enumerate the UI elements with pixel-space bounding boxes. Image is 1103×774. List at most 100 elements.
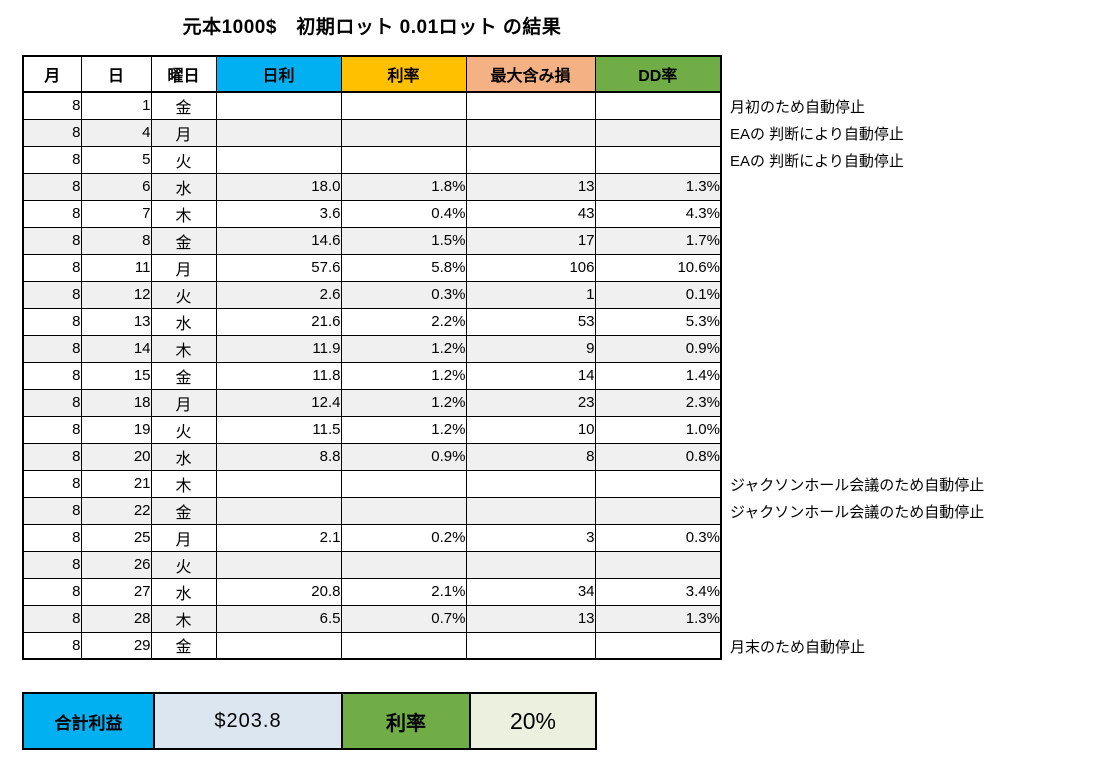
cell-daily-profit[interactable]: 11.9 [215, 334, 342, 363]
cell-day[interactable]: 7 [80, 199, 152, 228]
cell-max-drawdown[interactable]: 3 [465, 523, 596, 552]
cell-daily-profit[interactable] [215, 469, 342, 498]
cell-weekday[interactable]: 木 [150, 334, 217, 363]
cell-max-drawdown[interactable]: 14 [465, 361, 596, 390]
cell-day[interactable]: 15 [80, 361, 152, 390]
cell-max-drawdown[interactable]: 53 [465, 307, 596, 336]
cell-weekday[interactable]: 火 [150, 415, 217, 444]
cell-weekday[interactable]: 金 [150, 226, 217, 255]
cell-month[interactable]: 8 [22, 172, 82, 201]
cell-month[interactable]: 8 [22, 118, 82, 147]
cell-weekday[interactable]: 月 [150, 388, 217, 417]
header-dd-rate[interactable]: DD率 [594, 55, 722, 93]
cell-month[interactable]: 8 [22, 307, 82, 336]
cell-rate[interactable]: 5.8% [340, 253, 467, 282]
cell-dd-rate[interactable]: 0.9% [594, 334, 722, 363]
cell-weekday[interactable]: 水 [150, 442, 217, 471]
cell-max-drawdown[interactable]: 13 [465, 604, 596, 633]
cell-month[interactable]: 8 [22, 496, 82, 525]
total-rate-label[interactable]: 利率 [341, 692, 471, 750]
cell-rate[interactable]: 0.4% [340, 199, 467, 228]
cell-daily-profit[interactable] [215, 118, 342, 147]
cell-daily-profit[interactable]: 18.0 [215, 172, 342, 201]
total-rate-value[interactable]: 20% [469, 692, 597, 750]
cell-rate[interactable] [340, 550, 467, 579]
cell-rate[interactable]: 0.9% [340, 442, 467, 471]
cell-weekday[interactable]: 金 [150, 91, 217, 120]
cell-dd-rate[interactable] [594, 469, 722, 498]
cell-daily-profit[interactable]: 3.6 [215, 199, 342, 228]
cell-day[interactable]: 27 [80, 577, 152, 606]
cell-max-drawdown[interactable]: 106 [465, 253, 596, 282]
cell-daily-profit[interactable]: 8.8 [215, 442, 342, 471]
cell-dd-rate[interactable]: 2.3% [594, 388, 722, 417]
cell-dd-rate[interactable]: 1.3% [594, 604, 722, 633]
cell-day[interactable]: 5 [80, 145, 152, 174]
cell-daily-profit[interactable]: 21.6 [215, 307, 342, 336]
cell-day[interactable]: 21 [80, 469, 152, 498]
cell-max-drawdown[interactable]: 23 [465, 388, 596, 417]
cell-month[interactable]: 8 [22, 253, 82, 282]
cell-month[interactable]: 8 [22, 226, 82, 255]
cell-weekday[interactable]: 水 [150, 577, 217, 606]
cell-max-drawdown[interactable]: 17 [465, 226, 596, 255]
cell-rate[interactable] [340, 91, 467, 120]
cell-dd-rate[interactable]: 1.4% [594, 361, 722, 390]
cell-weekday[interactable]: 金 [150, 496, 217, 525]
cell-weekday[interactable]: 月 [150, 253, 217, 282]
cell-month[interactable]: 8 [22, 199, 82, 228]
cell-month[interactable]: 8 [22, 550, 82, 579]
header-month[interactable]: 月 [22, 55, 82, 93]
cell-max-drawdown[interactable] [465, 118, 596, 147]
cell-max-drawdown[interactable]: 34 [465, 577, 596, 606]
cell-dd-rate[interactable] [594, 91, 722, 120]
header-day[interactable]: 日 [80, 55, 152, 93]
cell-month[interactable]: 8 [22, 442, 82, 471]
cell-month[interactable]: 8 [22, 604, 82, 633]
cell-month[interactable]: 8 [22, 334, 82, 363]
cell-max-drawdown[interactable] [465, 631, 596, 660]
cell-month[interactable]: 8 [22, 631, 82, 660]
cell-day[interactable]: 28 [80, 604, 152, 633]
cell-max-drawdown[interactable] [465, 496, 596, 525]
cell-month[interactable]: 8 [22, 415, 82, 444]
cell-dd-rate[interactable]: 0.1% [594, 280, 722, 309]
cell-max-drawdown[interactable]: 43 [465, 199, 596, 228]
cell-rate[interactable] [340, 118, 467, 147]
cell-weekday[interactable]: 火 [150, 550, 217, 579]
cell-day[interactable]: 12 [80, 280, 152, 309]
cell-day[interactable]: 13 [80, 307, 152, 336]
cell-max-drawdown[interactable] [465, 145, 596, 174]
cell-max-drawdown[interactable]: 9 [465, 334, 596, 363]
cell-daily-profit[interactable]: 2.1 [215, 523, 342, 552]
cell-rate[interactable]: 1.2% [340, 388, 467, 417]
cell-daily-profit[interactable]: 57.6 [215, 253, 342, 282]
cell-month[interactable]: 8 [22, 469, 82, 498]
cell-dd-rate[interactable] [594, 145, 722, 174]
cell-rate[interactable]: 0.7% [340, 604, 467, 633]
cell-rate[interactable]: 0.3% [340, 280, 467, 309]
header-rate[interactable]: 利率 [340, 55, 467, 93]
cell-daily-profit[interactable]: 11.8 [215, 361, 342, 390]
cell-month[interactable]: 8 [22, 577, 82, 606]
cell-rate[interactable]: 2.2% [340, 307, 467, 336]
cell-daily-profit[interactable] [215, 91, 342, 120]
cell-weekday[interactable]: 木 [150, 604, 217, 633]
cell-day[interactable]: 20 [80, 442, 152, 471]
cell-month[interactable]: 8 [22, 91, 82, 120]
cell-dd-rate[interactable]: 1.3% [594, 172, 722, 201]
cell-daily-profit[interactable]: 2.6 [215, 280, 342, 309]
cell-max-drawdown[interactable]: 1 [465, 280, 596, 309]
cell-month[interactable]: 8 [22, 145, 82, 174]
cell-rate[interactable] [340, 469, 467, 498]
header-daily-profit[interactable]: 日利 [215, 55, 342, 93]
cell-rate[interactable]: 1.8% [340, 172, 467, 201]
cell-daily-profit[interactable]: 6.5 [215, 604, 342, 633]
cell-month[interactable]: 8 [22, 523, 82, 552]
cell-rate[interactable]: 2.1% [340, 577, 467, 606]
cell-dd-rate[interactable]: 1.0% [594, 415, 722, 444]
cell-rate[interactable]: 1.5% [340, 226, 467, 255]
header-weekday[interactable]: 曜日 [150, 55, 217, 93]
cell-rate[interactable]: 0.2% [340, 523, 467, 552]
cell-day[interactable]: 25 [80, 523, 152, 552]
